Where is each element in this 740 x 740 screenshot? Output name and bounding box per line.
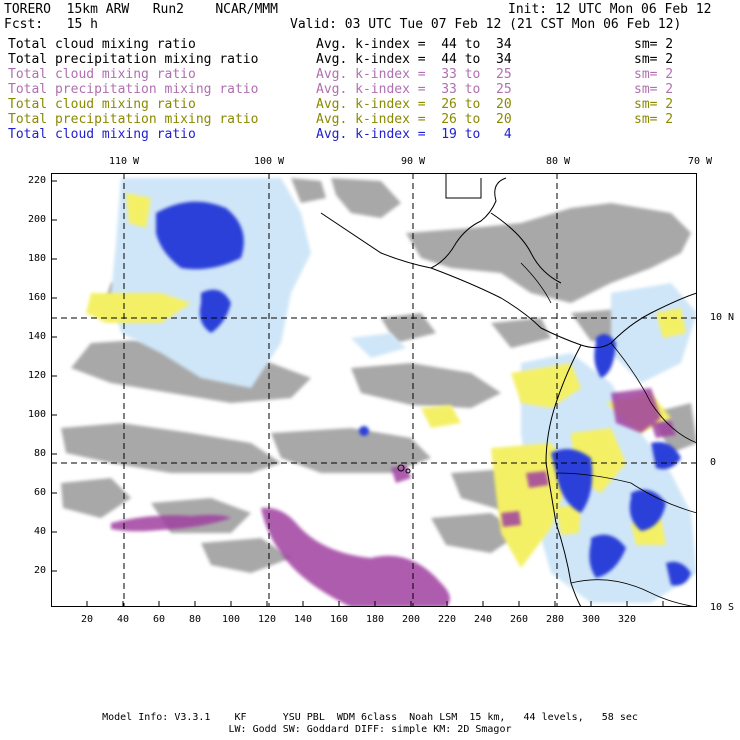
legend-field: Total precipitation mixing ratio [8, 52, 259, 67]
legend-kindex: Avg. k-index = 19 to 4 [316, 127, 512, 142]
x-tick-label: 100 [221, 614, 241, 625]
y-tick-label: 40 [33, 526, 46, 537]
cloud-darkblue-layer [156, 201, 691, 586]
y-tick-label: 140 [27, 331, 46, 342]
legend-kindex: Avg. k-index = 33 to 25 [316, 67, 512, 82]
x-tick-label: 160 [329, 614, 349, 625]
x-tick-label: 120 [257, 614, 277, 625]
y-tick-label: 80 [33, 448, 46, 459]
y-tick-label: 100 [27, 409, 46, 420]
model-title: TORERO 15km ARW Run2 NCAR/MMM [4, 2, 278, 17]
forecast-hour: Fcst: 15 h [4, 17, 98, 32]
x-tick-label: 180 [365, 614, 385, 625]
x-tick-label: 300 [581, 614, 601, 625]
legend-field: Total cloud mixing ratio [8, 37, 196, 52]
x-tick-label: 280 [545, 614, 565, 625]
legend-field: Total precipitation mixing ratio [8, 112, 259, 127]
legend-kindex: Avg. k-index = 33 to 25 [316, 82, 512, 97]
legend-sm: sm= 2 [634, 37, 674, 52]
cloud-purple-layer [111, 388, 676, 607]
coastlines [320, 173, 697, 607]
lon-label-70w: 70 W [687, 156, 713, 167]
y-tick-label: 200 [27, 214, 46, 225]
map-frame [51, 173, 697, 607]
x-tick-label: 20 [80, 614, 94, 625]
y-tick-label: 60 [33, 487, 46, 498]
axis-ticks [51, 180, 664, 607]
legend-field: Total cloud mixing ratio [8, 97, 196, 112]
lat-label-10n: 10 N [710, 312, 735, 323]
x-tick-label: 80 [188, 614, 202, 625]
lon-label-110w: 110 W [108, 156, 140, 167]
lat-label-0: 0 [710, 457, 717, 468]
x-tick-label: 140 [293, 614, 313, 625]
valid-time: Valid: 03 UTC Tue 07 Feb 12 (21 CST Mon … [290, 17, 682, 32]
legend-kindex: Avg. k-index = 44 to 34 [316, 37, 512, 52]
model-info: Model Info: V3.3.1 KF YSU PBL WDM 6class… [102, 712, 638, 723]
legend-sm: sm= 2 [634, 97, 674, 112]
x-tick-label: 220 [437, 614, 457, 625]
legend-field: Total precipitation mixing ratio [8, 82, 259, 97]
legend-sm: sm= 2 [634, 67, 674, 82]
x-tick-label: 200 [401, 614, 421, 625]
lon-label-90w: 90 W [400, 156, 426, 167]
physics-info: LW: Godd SW: Goddard DIFF: simple KM: 2D… [228, 724, 512, 735]
forecast-map [51, 173, 697, 607]
legend-kindex: Avg. k-index = 26 to 20 [316, 97, 512, 112]
y-tick-label: 160 [27, 292, 46, 303]
lon-label-80w: 80 W [545, 156, 571, 167]
x-tick-label: 320 [617, 614, 637, 625]
legend-kindex: Avg. k-index = 26 to 20 [316, 112, 512, 127]
lon-label-100w: 100 W [253, 156, 285, 167]
legend-field: Total cloud mixing ratio [8, 67, 196, 82]
y-tick-label: 120 [27, 370, 46, 381]
x-tick-label: 40 [116, 614, 130, 625]
country-borders [520, 262, 697, 607]
lat-label-10s: 10 S [710, 602, 735, 613]
y-tick-label: 220 [27, 175, 46, 186]
grid-lines [51, 173, 697, 607]
x-tick-label: 260 [509, 614, 529, 625]
legend-sm: sm= 2 [634, 112, 674, 127]
y-tick-label: 20 [33, 565, 46, 576]
legend-sm: sm= 2 [634, 52, 674, 67]
legend-kindex: Avg. k-index = 44 to 34 [316, 52, 512, 67]
y-tick-label: 180 [27, 253, 46, 264]
init-time: Init: 12 UTC Mon 06 Feb 12 [508, 2, 712, 17]
legend-field: Total cloud mixing ratio [8, 127, 196, 142]
legend-sm: sm= 2 [634, 82, 674, 97]
x-tick-label: 60 [152, 614, 166, 625]
x-tick-label: 240 [473, 614, 493, 625]
